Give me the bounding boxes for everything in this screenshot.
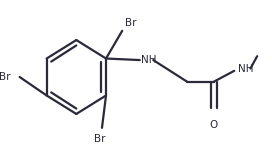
Text: Br: Br xyxy=(125,18,137,28)
Text: O: O xyxy=(210,120,218,130)
Text: NH: NH xyxy=(238,64,254,73)
Text: Br: Br xyxy=(0,72,11,82)
Text: NH: NH xyxy=(141,55,157,65)
Text: Br: Br xyxy=(94,134,105,144)
